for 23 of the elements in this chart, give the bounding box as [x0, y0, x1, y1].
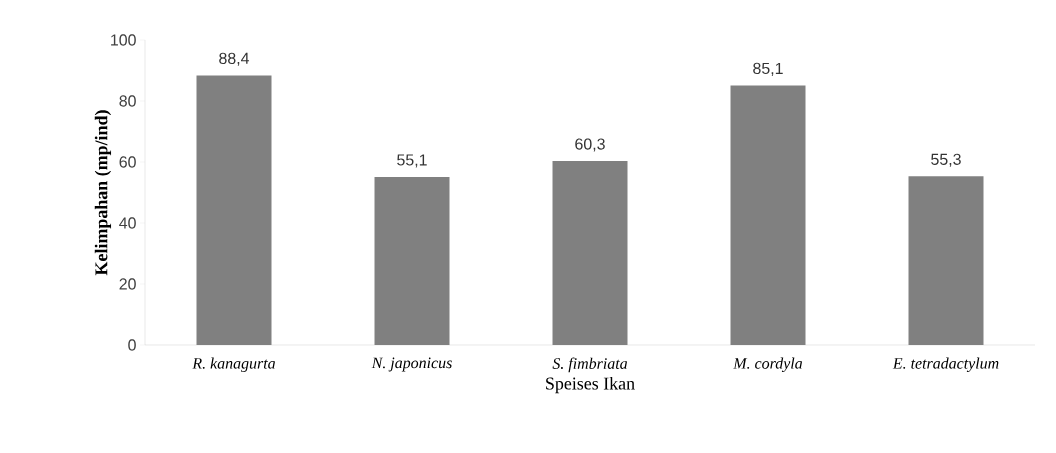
x-tick-label: R. kanagurta [192, 357, 276, 372]
y-tick-label: 80 [119, 95, 136, 107]
x-tick-label: N. japonicus [371, 357, 452, 372]
x-tick-label: M. cordyla [733, 357, 803, 373]
y-tick-label: 0 [128, 339, 136, 351]
y-tick-label: 100 [111, 34, 136, 46]
bar [552, 161, 628, 345]
bar [196, 75, 272, 345]
y-axis-title: Kelimpahan (mp/ind) [94, 110, 112, 276]
data-label: 55,1 [397, 154, 427, 168]
y-tick-label: 60 [119, 156, 136, 168]
x-tick-label: S. fimbriata [552, 357, 628, 373]
y-tick-label: 40 [119, 217, 136, 229]
x-tick-label: E. tetradactylum [892, 357, 999, 373]
y-tick-label: 20 [119, 278, 136, 290]
data-label: 85,1 [753, 62, 783, 76]
x-axis-title: Speises Ikan [546, 376, 635, 394]
data-label: 88,4 [219, 52, 250, 66]
bar [730, 85, 806, 345]
bar [908, 176, 984, 345]
bar [374, 176, 450, 345]
data-label: 60,3 [575, 138, 605, 152]
data-label: 55,3 [931, 153, 961, 167]
